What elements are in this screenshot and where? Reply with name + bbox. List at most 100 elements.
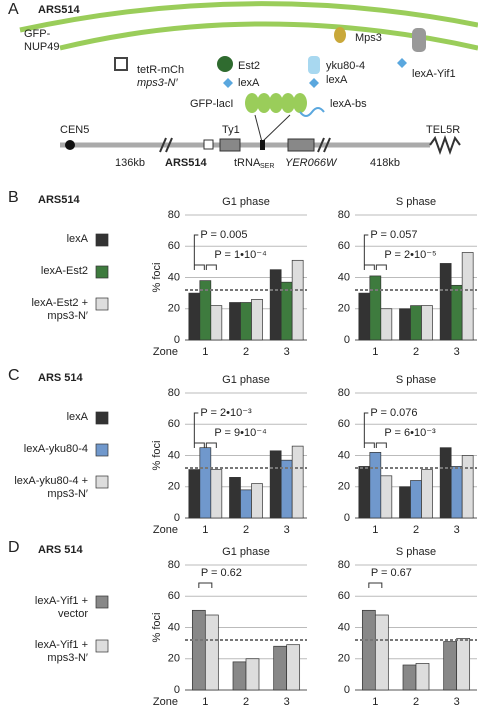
label: tetR-mCh (137, 64, 184, 76)
facet-title: G1 phase (222, 546, 270, 558)
p-value: P = 2•10⁻⁵ (384, 249, 436, 261)
x-axis-title: Zone (153, 524, 178, 536)
label: lexA (238, 77, 260, 89)
label: Mps3 (355, 32, 382, 44)
label: TEL5R (426, 124, 460, 136)
x-tick-label: 3 (284, 524, 290, 536)
x-tick-label: 3 (284, 696, 290, 707)
trna-box (260, 140, 265, 150)
bar (450, 284, 463, 341)
bar (410, 480, 422, 519)
icon (334, 27, 346, 43)
legend-swatch (95, 475, 109, 489)
x-tick-label: 1 (202, 696, 208, 707)
bar (229, 477, 241, 519)
bar (421, 305, 433, 341)
legend-label: lexA-yku80-4 + mps3-N′ (14, 475, 88, 500)
legend-label: lexA-Est2 (40, 265, 88, 277)
bar (369, 452, 382, 519)
bar (439, 447, 452, 519)
legend-swatch (95, 411, 109, 425)
bar (361, 609, 376, 691)
bar (380, 308, 393, 341)
y-tick-label: 60 (168, 590, 180, 602)
bar (188, 469, 201, 519)
y-tick-label: 0 (174, 684, 180, 696)
y-axis-title: % foci (151, 263, 163, 293)
x-tick-label: 2 (413, 696, 419, 707)
label: NUP49 (24, 41, 59, 53)
bracket (193, 412, 217, 448)
bracket (368, 582, 383, 588)
label: lexA-bs (330, 98, 367, 110)
x-tick-label: 2 (243, 524, 249, 536)
bar (251, 299, 263, 341)
y-tick-label: 40 (168, 621, 180, 633)
facet-title: S phase (396, 374, 436, 386)
legend-label: lexA-yku80-4 (23, 443, 88, 455)
ty1-box (219, 138, 241, 152)
bar (204, 614, 219, 691)
icon (412, 28, 426, 52)
y-tick-label: 0 (344, 684, 350, 696)
label: mps3-N′ (137, 77, 179, 89)
x-tick-label: 2 (243, 346, 249, 358)
x-tick-label: 2 (243, 696, 249, 707)
y-tick-label: 60 (168, 240, 180, 252)
y-tick-label: 40 (338, 449, 350, 461)
bar (415, 663, 430, 691)
bracket (363, 412, 387, 448)
bar (229, 302, 241, 341)
p-value: P = 9•10⁻⁴ (214, 427, 267, 439)
bar (286, 644, 301, 691)
facet-title: G1 phase (222, 374, 270, 386)
legend-swatch (95, 639, 109, 653)
p-value: P = 1•10⁻⁴ (214, 249, 267, 261)
bar (269, 269, 282, 341)
y-tick-label: 80 (338, 209, 350, 221)
label: Est2 (238, 60, 260, 72)
bar (380, 475, 393, 519)
y-tick-label: 60 (168, 418, 180, 430)
x-axis-title: Zone (153, 346, 178, 358)
p-value: P = 0.62 (201, 567, 242, 579)
label: SER (260, 163, 274, 170)
x-tick-label: 3 (454, 346, 460, 358)
y-tick-label: 20 (338, 653, 350, 665)
x-axis-title: Zone (153, 696, 178, 707)
nuclear-envelope (19, 1, 478, 33)
p-value: P = 0.076 (370, 407, 417, 419)
bar (269, 450, 282, 519)
legend-label: lexA (66, 233, 88, 245)
label: GFP-lacI (190, 98, 233, 110)
bar (188, 292, 201, 341)
icon (397, 58, 407, 68)
icon (309, 78, 319, 88)
y-tick-label: 40 (338, 271, 350, 283)
x-tick-label: 3 (454, 524, 460, 536)
icon (114, 57, 128, 71)
facet-title: G1 phase (222, 196, 270, 208)
facet-title: S phase (396, 196, 436, 208)
y-tick-label: 60 (338, 590, 350, 602)
legend-swatch (95, 297, 109, 311)
label: tRNA (234, 157, 261, 169)
bracket (363, 234, 387, 270)
y-tick-label: 80 (338, 559, 350, 571)
bar (399, 308, 411, 341)
bar (291, 445, 304, 519)
legend-swatch (95, 233, 109, 247)
x-tick-label: 1 (202, 346, 208, 358)
y-tick-label: 0 (174, 334, 180, 346)
bar (358, 292, 371, 341)
y-tick-label: 20 (168, 303, 180, 315)
panel-label: A (8, 1, 19, 18)
y-tick-label: 80 (168, 209, 180, 221)
bar (291, 259, 304, 341)
connector (254, 114, 291, 143)
icon (223, 78, 233, 88)
y-tick-label: 40 (338, 621, 350, 633)
y-tick-label: 20 (338, 481, 350, 493)
